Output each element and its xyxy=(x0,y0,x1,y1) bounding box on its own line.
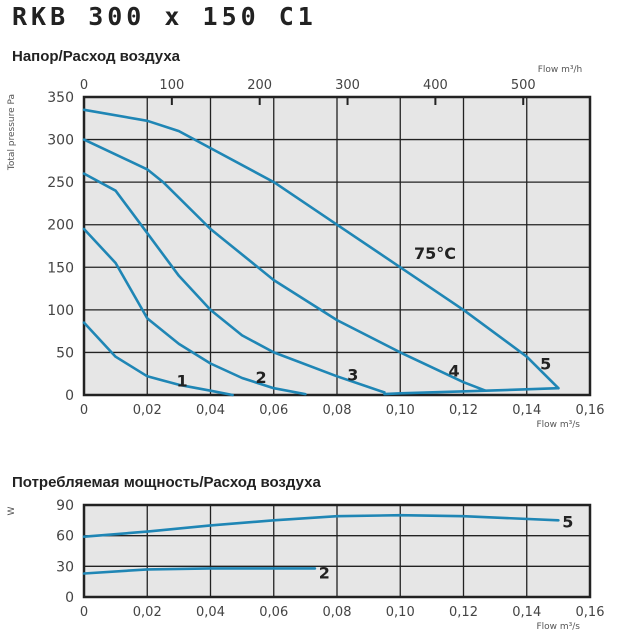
chart1-x2-tick-label: 400 xyxy=(423,78,448,93)
chart2-x-tick-label: 0 xyxy=(80,605,88,620)
chart1-x2-tick-label: 200 xyxy=(247,78,272,93)
chart1-plot-border xyxy=(82,95,592,397)
chart1-x-tick-label: 0,12 xyxy=(449,403,478,418)
chart1-x-tick-label: 0,14 xyxy=(512,403,541,418)
chart1-x-tick-label: 0,08 xyxy=(323,403,352,418)
chart1-y-tick-label: 250 xyxy=(47,175,74,191)
chart1-series-1-label: 1 xyxy=(176,371,187,390)
chart2-y-tick-label: 90 xyxy=(56,498,74,514)
chart1-y-tick-label: 50 xyxy=(56,345,74,361)
chart2-series-5-label: 5 xyxy=(562,512,573,531)
chart1-x2-tick-label: 500 xyxy=(511,78,536,93)
chart1-series-4-label: 4 xyxy=(448,361,459,380)
chart2-y-tick-label: 30 xyxy=(56,559,74,575)
chart1-x-axis-label: Flow m³/s xyxy=(536,420,580,430)
chart2-x-tick-label: 0,04 xyxy=(196,605,225,620)
chart1-x-tick-label: 0,04 xyxy=(196,403,225,418)
chart1-x2-axis-label: Flow m³/h xyxy=(538,65,583,75)
chart2-title: Потребляемая мощность/Расход воздуха xyxy=(12,474,321,491)
chart1-x2-tick-label: 0 xyxy=(80,78,88,93)
chart2-x-tick-label: 0,10 xyxy=(386,605,415,620)
chart1-x-tick-label: 0,06 xyxy=(259,403,288,418)
chart2-y-axis-label: W xyxy=(7,506,17,515)
chart1-series-limit-line xyxy=(383,386,560,396)
chart1-series-2-label: 2 xyxy=(256,368,267,387)
chart1-y-tick-label: 300 xyxy=(47,133,74,149)
chart2-series-2-label: 2 xyxy=(319,564,330,583)
chart2-series-5-line xyxy=(82,513,560,538)
chart2-x-tick-label: 0,08 xyxy=(323,605,352,620)
chart1-y-tick-label: 150 xyxy=(47,260,74,276)
chart1-series-1-line xyxy=(82,321,234,397)
chart1-x-tick-label: 0 xyxy=(80,403,88,418)
chart2-x-axis-label: Flow m³/s xyxy=(536,622,580,630)
chart2-y-tick-label: 60 xyxy=(56,529,74,545)
chart1-series-4-line xyxy=(82,138,487,392)
chart1-series-2-line xyxy=(82,227,307,396)
chart1-x-tick-label: 0,10 xyxy=(386,403,415,418)
chart1-series-3-label: 3 xyxy=(347,366,358,385)
chart1-y-axis-label: Total pressure Pa xyxy=(7,94,17,171)
chart1-title: Напор/Расход воздуха xyxy=(12,48,181,65)
chart2-plot-border xyxy=(82,503,592,599)
chart1-y-tick-label: 350 xyxy=(47,90,74,106)
chart1-y-tick-label: 0 xyxy=(65,388,74,404)
chart2-series-2-line xyxy=(82,567,317,575)
chart1-x-tick-label: 0,02 xyxy=(133,403,162,418)
chart1-series-5-label: 5 xyxy=(540,354,551,373)
chart1-x2-tick-label: 300 xyxy=(335,78,360,93)
chart2-x-tick-label: 0,12 xyxy=(449,605,478,620)
chart1-y-tick-label: 100 xyxy=(47,303,74,319)
chart1-series-5-line xyxy=(82,108,560,390)
chart2-x-tick-label: 0,02 xyxy=(133,605,162,620)
chart1-y-tick-label: 200 xyxy=(47,218,74,234)
chart1-temperature-annotation: 75°C xyxy=(414,244,456,263)
chart1-x2-tick-label: 100 xyxy=(159,78,184,93)
chart2-x-tick-label: 0,06 xyxy=(259,605,288,620)
page-title: RKB 300 x 150 C1 xyxy=(12,2,317,31)
chart1-x-tick-label: 0,16 xyxy=(576,403,605,418)
chart1-series-3-line xyxy=(82,172,386,394)
chart2-y-tick-label: 0 xyxy=(65,590,74,606)
chart2-x-tick-label: 0,16 xyxy=(576,605,605,620)
chart2-x-tick-label: 0,14 xyxy=(512,605,541,620)
